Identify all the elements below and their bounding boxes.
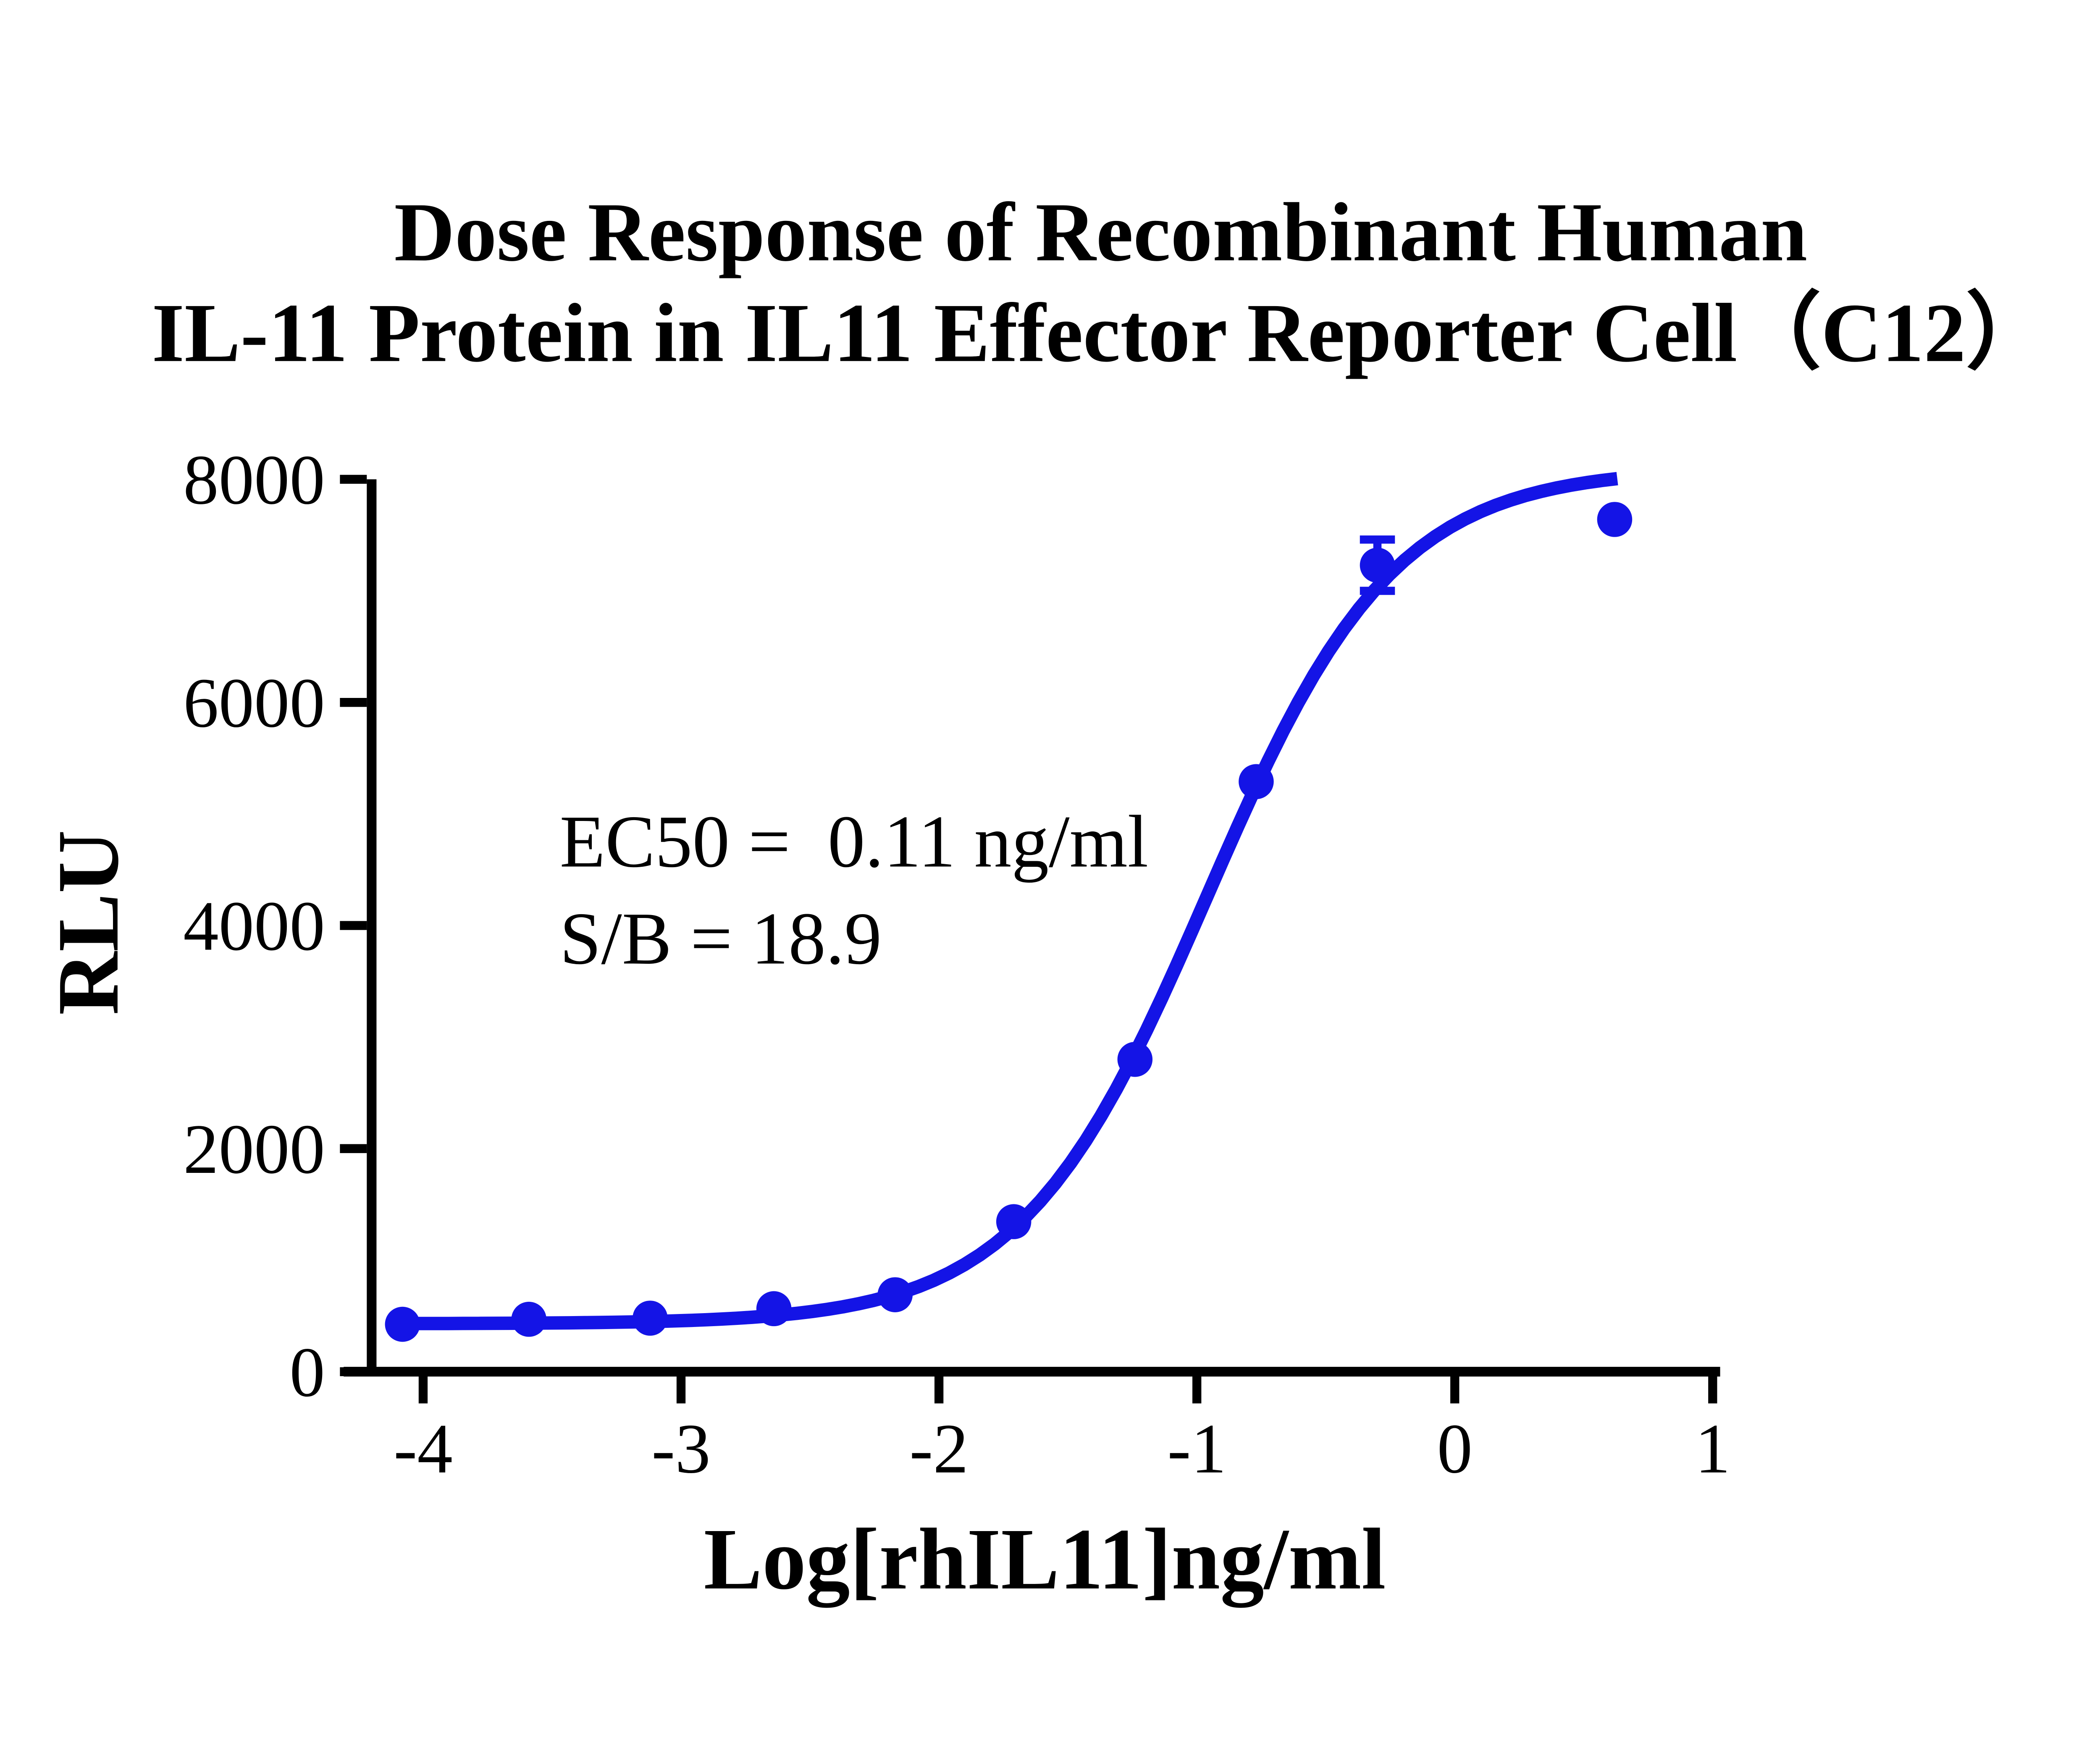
data-point	[1117, 1041, 1153, 1077]
data-series	[385, 472, 1633, 1342]
data-point	[756, 1291, 792, 1327]
y-tick-label: 0	[289, 1333, 325, 1411]
y-axis-title: RLU	[40, 830, 137, 1015]
x-tick-label: 0	[1437, 1409, 1473, 1488]
data-point	[1239, 764, 1274, 800]
data-point	[633, 1301, 668, 1336]
y-tick-label: 2000	[183, 1110, 325, 1188]
y-tick-label: 6000	[183, 663, 325, 742]
annotation-block: EC50 = 0.11 ng/ml S/B = 18.9	[560, 801, 1149, 980]
sb-annotation: S/B = 18.9	[560, 898, 882, 980]
data-point	[877, 1277, 913, 1312]
x-axis-title: Log[rhIL11]ng/ml	[704, 1511, 1386, 1608]
x-tick-label: -4	[394, 1409, 453, 1488]
chart-title: Dose Response of Recombinant Human IL-11…	[152, 186, 2050, 380]
data-point	[1360, 548, 1395, 583]
x-tick-label: -1	[1167, 1409, 1226, 1488]
x-tick-label: -2	[909, 1409, 969, 1488]
y-tick-label: 4000	[183, 887, 325, 965]
ec50-annotation: EC50 = 0.11 ng/ml	[560, 801, 1149, 883]
data-point	[511, 1301, 546, 1337]
chart-title-line1: Dose Response of Recombinant Human	[394, 186, 1807, 279]
data-point	[385, 1306, 420, 1342]
data-point	[996, 1204, 1032, 1239]
chart-title-line2: IL-11 Protein in IL11 Effector Reporter …	[152, 287, 2050, 380]
x-tick-label: -3	[651, 1409, 711, 1488]
y-tick-label: 8000	[183, 441, 325, 519]
data-point	[1597, 502, 1633, 537]
axes: 0 2000 4000 6000 8000 -4 -3 -2 -1 0 1	[183, 441, 1730, 1488]
x-tick-label: 1	[1695, 1409, 1730, 1488]
